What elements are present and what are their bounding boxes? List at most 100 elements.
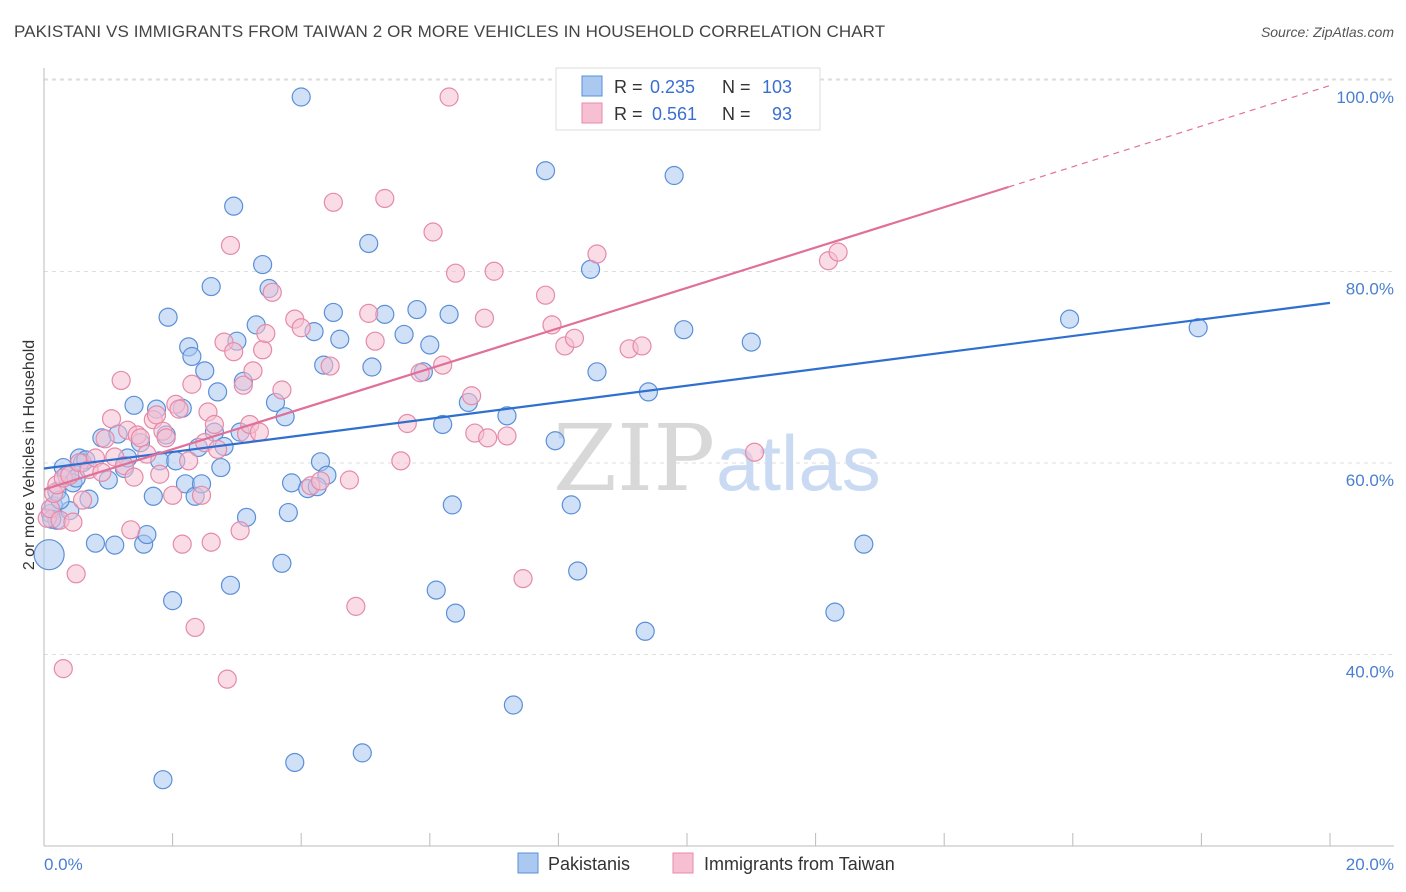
pakistanis-point [253, 254, 273, 275]
taiwan-point [365, 331, 385, 351]
pakistanis-point [278, 502, 298, 523]
pakistanis-point [85, 533, 106, 553]
taiwan-point [163, 485, 183, 505]
legend-r-value-1: 0.235 [650, 77, 695, 97]
taiwan-point [632, 336, 652, 356]
pakistanis-point [503, 695, 523, 715]
watermark-atlas: atlas [716, 419, 881, 507]
pakistanis-point [362, 357, 382, 377]
pakistanis-point [137, 524, 157, 545]
taiwan-point [484, 261, 504, 281]
taiwan-point [359, 303, 379, 323]
taiwan-point [179, 451, 199, 471]
legend-top: R = 0.235 N = 103 R = 0.561 N = 93 [555, 67, 821, 131]
taiwan-point [172, 534, 192, 554]
y-axis-title: 2 or more Vehicles in Household [21, 340, 38, 570]
legend-n-value-1: 103 [762, 77, 792, 97]
taiwan-point [208, 439, 228, 459]
taiwan-point [185, 617, 205, 638]
legend-n-label-2: N = [722, 104, 751, 124]
pakistanis-point [195, 361, 215, 381]
taiwan-point [445, 263, 466, 283]
taiwan-point [587, 244, 607, 264]
pakistanis-point [330, 329, 350, 349]
taiwan-point [474, 308, 495, 328]
taiwan-point [339, 470, 360, 490]
pakistanis-point [420, 335, 440, 355]
pakistanis-point [568, 561, 588, 581]
y-tick-labels: 40.0% 60.0% 80.0% 100.0% [1336, 88, 1394, 682]
pakistanis-point [220, 575, 241, 595]
legend-bottom-label-pakistanis: Pakistanis [548, 854, 630, 874]
pakistanis-point [445, 603, 466, 623]
source-label: Source: ZipAtlas.com [1260, 24, 1394, 40]
taiwan-point [101, 409, 122, 429]
taiwan-point [461, 386, 482, 406]
taiwan-point [410, 363, 430, 383]
trend-lines [43, 84, 1331, 491]
pakistanis-point [375, 304, 395, 324]
taiwan-point [423, 222, 443, 242]
taiwan-point [744, 442, 765, 462]
legend-swatch-pink [581, 102, 603, 124]
taiwan-point [243, 361, 263, 381]
taiwan-point [497, 426, 517, 446]
y-tick-label: 80.0% [1346, 280, 1394, 299]
legend-bottom-swatch-taiwan [672, 852, 694, 874]
taiwan-point [249, 422, 270, 442]
pakistanis-point [163, 591, 183, 611]
taiwan-point [262, 282, 282, 302]
pakistanis-point [201, 276, 221, 297]
taiwan-point [111, 370, 131, 391]
legend-swatch-blue [581, 75, 603, 97]
watermark-zip: ZIP [553, 405, 715, 512]
pakistanis-point [281, 473, 302, 493]
taiwan-point [146, 405, 167, 425]
legend-bottom-swatch-pakistanis [517, 852, 539, 874]
series-taiwan-points [37, 87, 848, 689]
taiwan-point [233, 375, 253, 395]
pakistanis-point [143, 486, 163, 506]
taiwan-point [375, 188, 395, 209]
pakistanis-point [224, 196, 244, 216]
x-axis-ticks [43, 833, 1331, 846]
taiwan-point [439, 87, 459, 107]
legend-r-value-2: 0.561 [652, 104, 697, 124]
taiwan-point [256, 323, 276, 344]
pakistanis-point [291, 87, 311, 107]
taiwan-point [230, 521, 250, 541]
pakistanis-point [545, 431, 565, 451]
pakistanis-point [674, 320, 694, 340]
taiwan-point [513, 569, 533, 589]
taiwan-point [217, 669, 237, 689]
x-tick-label-max: 20.0% [1346, 855, 1394, 874]
pakistanis-point [285, 752, 305, 773]
taiwan-point [169, 399, 189, 419]
pakistanis-point [825, 602, 845, 622]
taiwan-point [191, 485, 212, 505]
y-tick-label: 40.0% [1346, 663, 1394, 682]
trend-line-taiwan-extension [1008, 84, 1331, 188]
taiwan-point [535, 285, 556, 305]
pakistanis-point [359, 233, 379, 254]
chart-title: PAKISTANI VS IMMIGRANTS FROM TAIWAN 2 OR… [14, 22, 886, 41]
pakistanis-point [272, 553, 292, 573]
legend-bottom-label-taiwan: Immigrants from Taiwan [704, 854, 895, 874]
x-tick-label-min: 0.0% [44, 855, 83, 874]
trend-line-taiwan [43, 185, 1009, 491]
legend-r-label-2: R = [614, 104, 643, 124]
taiwan-point [224, 342, 244, 362]
taiwan-point [310, 471, 331, 491]
pakistanis-point [158, 307, 178, 327]
pakistanis-point [561, 495, 581, 515]
pakistanis-point [407, 299, 427, 320]
taiwan-point [828, 242, 848, 262]
pakistanis-point [664, 165, 684, 186]
taiwan-point [66, 564, 86, 584]
pakistanis-point [208, 382, 228, 402]
taiwan-point [124, 467, 144, 487]
pakistanis-point [442, 495, 462, 515]
taiwan-point [564, 328, 585, 348]
pakistanis-point [426, 580, 446, 600]
taiwan-point [130, 428, 151, 448]
